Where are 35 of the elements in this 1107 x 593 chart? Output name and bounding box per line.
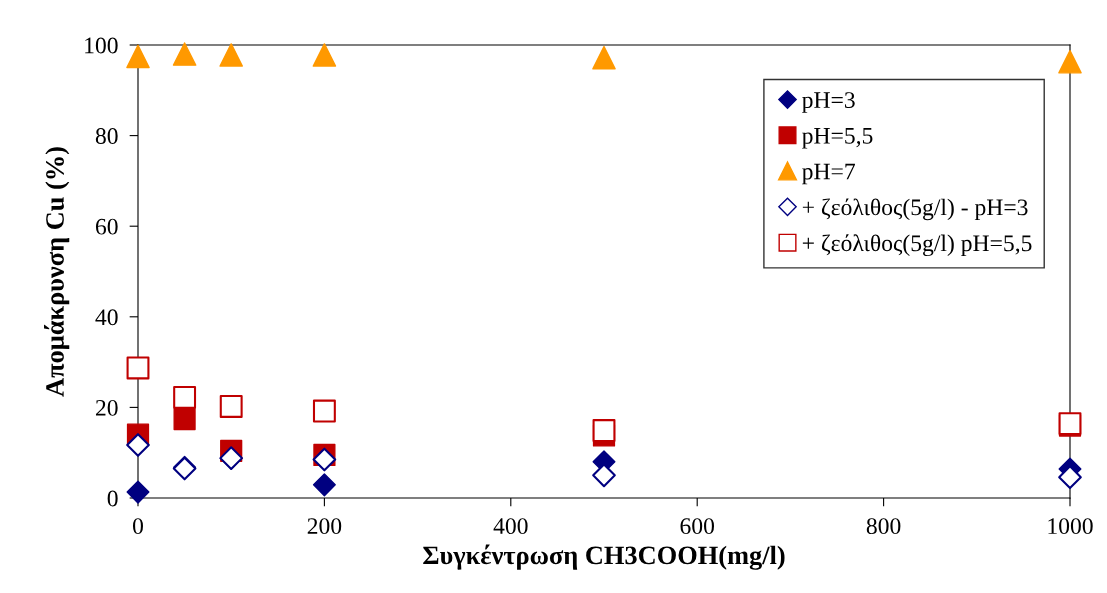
- legend-label: + ζεόλιθος(5g/l) pH=5,5: [802, 234, 1032, 257]
- point: [312, 399, 336, 423]
- legend-label: + ζεόλιθος(5g/l) - pH=3: [802, 198, 1028, 221]
- point: [126, 480, 150, 504]
- x-tick-label: 0: [133, 518, 143, 535]
- y-tick-label: 100: [85, 37, 118, 54]
- point: [592, 419, 616, 442]
- y-tick-label: 40: [95, 309, 118, 326]
- point: [592, 45, 616, 70]
- point: [126, 356, 150, 380]
- legend-label: pH=5,5: [802, 128, 873, 149]
- x-tick-label: 800: [866, 518, 901, 535]
- legend-label: pH=3: [802, 92, 855, 113]
- x-axis-title: Συγκέντρωση CH3COOH(mg/l): [423, 544, 785, 570]
- x-tick-label: 200: [307, 518, 342, 535]
- point: [219, 43, 244, 67]
- x-tick-label: 1000: [1048, 518, 1093, 535]
- point: [312, 473, 336, 497]
- y-tick-label: 0: [107, 490, 118, 507]
- point: [1058, 465, 1082, 490]
- x-tick-label: 600: [680, 518, 715, 535]
- point: [126, 433, 150, 457]
- point: [312, 43, 337, 67]
- x-tick-label: 400: [493, 518, 528, 535]
- point: [592, 463, 616, 488]
- y-tick-label: 60: [95, 218, 118, 235]
- point: [1058, 49, 1082, 74]
- point: [173, 408, 196, 431]
- y-axis-title: Απομάκρυνση Cu (%): [44, 147, 70, 397]
- point: [312, 447, 337, 472]
- point: [126, 44, 150, 69]
- legend-label: pH=7: [802, 163, 855, 185]
- point: [172, 42, 197, 66]
- y-tick-label: 20: [95, 399, 118, 416]
- y-tick-label: 80: [95, 128, 118, 145]
